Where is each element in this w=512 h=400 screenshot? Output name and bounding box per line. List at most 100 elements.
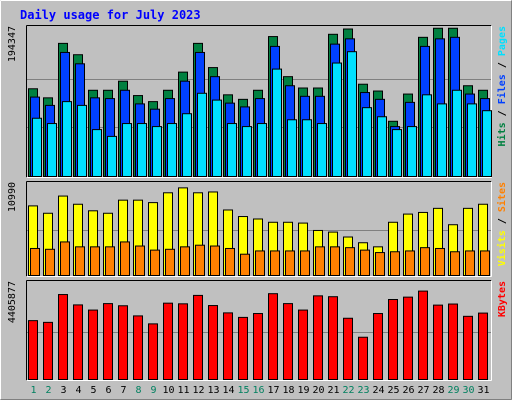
bar-pages-day-27: [422, 94, 432, 177]
bar-pages-day-29: [452, 89, 462, 177]
bar-kbytes-day-19: [298, 309, 308, 380]
bar-pages-day-20: [317, 123, 327, 177]
bar-kbytes-day-10: [163, 302, 173, 380]
bar-sites-day-12: [195, 244, 205, 276]
x-tick-label-day-21: 21: [327, 385, 339, 396]
bar-pages-day-8: [137, 123, 147, 177]
bar-pages-day-18: [287, 119, 297, 177]
bar-pages-day-12: [197, 92, 207, 177]
bar-sites-day-13: [210, 245, 220, 276]
bar-sites-day-1: [30, 247, 40, 277]
bar-pages-day-6: [107, 135, 117, 177]
bar-pages-day-24: [377, 116, 387, 177]
x-tick-label-day-8: 8: [135, 385, 141, 396]
bar-kbytes-day-6: [103, 303, 113, 380]
bar-kbytes-day-17: [268, 293, 278, 380]
bar-pages-day-28: [437, 103, 447, 177]
bar-sites-day-2: [45, 248, 55, 276]
chart-title: Daily usage for July 2023: [20, 8, 201, 22]
x-tick-label-day-19: 19: [297, 385, 309, 396]
bar-pages-day-5: [92, 129, 102, 177]
x-tick-label-day-10: 10: [162, 385, 174, 396]
bar-sites-day-6: [105, 246, 115, 277]
x-tick-label-day-24: 24: [372, 385, 384, 396]
x-tick-label-day-1: 1: [30, 385, 36, 396]
bar-sites-day-4: [75, 246, 85, 277]
x-tick-label-day-4: 4: [75, 385, 81, 396]
legend-item-visits: Visits: [496, 230, 508, 266]
x-tick-label-day-28: 28: [432, 385, 444, 396]
bar-kbytes-day-16: [253, 313, 263, 381]
bar-kbytes-day-3: [58, 294, 68, 380]
legend-separator: /: [497, 104, 508, 122]
bar-kbytes-day-11: [178, 303, 188, 380]
bar-sites-day-5: [90, 246, 100, 277]
y-max-label-hits: 194347: [7, 26, 18, 62]
bar-sites-day-14: [225, 247, 235, 277]
bar-sites-day-16: [255, 250, 265, 276]
x-tick-label-day-17: 17: [267, 385, 279, 396]
bar-pages-day-15: [242, 126, 252, 177]
bar-kbytes-day-13: [208, 305, 218, 380]
bar-sites-day-3: [60, 241, 70, 277]
bar-kbytes-day-30: [463, 315, 473, 381]
bar-pages-day-30: [467, 103, 477, 177]
bar-sites-day-28: [435, 247, 445, 277]
x-tick-label-day-9: 9: [150, 385, 156, 396]
x-tick-label-day-20: 20: [312, 385, 324, 396]
bar-pages-day-4: [77, 104, 87, 177]
bar-pages-day-13: [212, 99, 222, 177]
bar-pages-day-17: [272, 68, 282, 177]
bar-sites-day-22: [345, 247, 355, 277]
legend-item-pages: Pages: [497, 26, 508, 56]
x-tick-label-day-26: 26: [402, 385, 414, 396]
bar-sites-day-24: [375, 252, 385, 277]
legend-separator: /: [497, 56, 508, 74]
bar-pages-day-25: [392, 129, 402, 177]
x-tick-label-day-16: 16: [252, 385, 264, 396]
panel-visits: 10990 Visits / Sites: [7, 181, 508, 277]
x-tick-label-day-12: 12: [192, 385, 204, 396]
bar-sites-day-7: [120, 241, 130, 277]
bar-pages-day-31: [482, 110, 492, 177]
bar-sites-day-29: [450, 251, 460, 277]
bar-sites-day-25: [390, 251, 400, 277]
x-tick-label-day-27: 27: [417, 385, 429, 396]
bar-kbytes-day-7: [118, 305, 128, 381]
bar-kbytes-day-14: [223, 312, 233, 380]
bar-sites-day-27: [420, 247, 430, 277]
bar-pages-day-21: [332, 62, 342, 177]
bar-sites-day-18: [285, 250, 295, 276]
bar-sites-day-10: [165, 248, 175, 276]
bar-pages-day-2: [47, 123, 57, 177]
bar-pages-day-9: [152, 126, 162, 177]
x-tick-label-day-2: 2: [45, 385, 51, 396]
bar-pages-day-23: [362, 107, 372, 177]
bar-kbytes-day-12: [193, 294, 203, 380]
bar-pages-day-7: [122, 123, 132, 177]
chart-panels: 194347 Hits / Files / Pages 10990 Visits / …: [7, 25, 508, 381]
x-tick-label-day-31: 31: [477, 385, 489, 396]
x-tick-label-day-30: 30: [462, 385, 474, 396]
bar-sites-day-20: [315, 246, 325, 277]
x-tick-label-day-15: 15: [237, 385, 249, 396]
x-tick-label-day-11: 11: [177, 385, 189, 396]
legend-item-kbytes: KBytes: [497, 281, 508, 317]
bar-pages-day-10: [167, 123, 177, 177]
x-tick-label-day-6: 6: [105, 385, 111, 396]
x-tick-label-day-23: 23: [357, 385, 369, 396]
legend-kbytes: KBytes: [497, 281, 508, 317]
x-tick-label-day-5: 5: [90, 385, 96, 396]
y-max-label-kbytes: 4405877: [7, 281, 18, 323]
panel-hits: 194347 Hits / Files / Pages: [7, 25, 508, 178]
legend-separator: /: [497, 212, 508, 230]
bar-kbytes-day-23: [358, 336, 368, 381]
panel-kbytes: 4405877 KBytes: [7, 280, 508, 381]
bar-kbytes-day-4: [73, 304, 83, 381]
legend-item-sites: Sites: [496, 182, 508, 212]
x-tick-label-day-3: 3: [60, 385, 66, 396]
bar-sites-day-17: [270, 250, 280, 276]
bar-kbytes-day-18: [283, 303, 293, 380]
bar-sites-day-26: [405, 250, 415, 276]
